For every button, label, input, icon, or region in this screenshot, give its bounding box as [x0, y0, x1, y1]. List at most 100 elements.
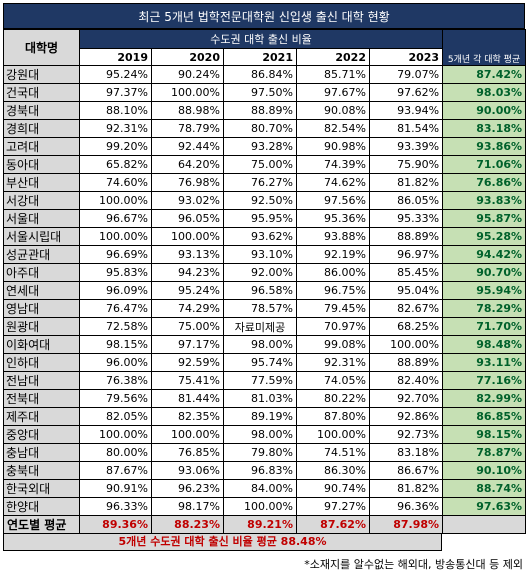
year-value: 95.24%	[151, 281, 224, 300]
university-average: 90.10%	[442, 461, 527, 480]
year-value: 96.33%	[79, 497, 152, 516]
university-name: 인하대	[3, 353, 80, 372]
year-value: 74.60%	[79, 173, 152, 192]
year-value: 81.54%	[368, 119, 444, 138]
year-value: 74.05%	[296, 371, 370, 390]
university-name: 제주대	[3, 407, 80, 426]
year-value: 96.75%	[296, 281, 370, 300]
year-value: 96.58%	[223, 281, 297, 300]
year-value: 76.98%	[151, 173, 224, 192]
year-value: 92.19%	[296, 245, 370, 264]
year-value: 79.80%	[223, 443, 297, 462]
university-average: 90.00%	[442, 101, 527, 120]
table-row: 한국외대 90.91% 96.23% 84.00% 90.74% 81.82% 88.74%	[3, 479, 527, 498]
table-row: 부산대 74.60% 76.98% 76.27% 74.62% 81.82% 76.86%	[3, 173, 527, 192]
university-name: 건국대	[3, 83, 80, 102]
table-body: 강원대 95.24% 90.24% 86.84% 85.71% 79.07% 87.42% 건…	[3, 65, 527, 516]
year-value: 65.82%	[79, 155, 152, 174]
university-average: 98.48%	[442, 335, 527, 354]
university-average: 93.86%	[442, 137, 527, 156]
year-value: 96.83%	[223, 461, 297, 480]
year-value: 96.05%	[151, 209, 224, 228]
year-value: 100.00%	[151, 83, 224, 102]
university-name: 고려대	[3, 137, 80, 156]
university-average: 94.42%	[442, 245, 527, 264]
year-value: 98.00%	[223, 335, 297, 354]
year-value: 90.24%	[151, 65, 224, 84]
year-value: 85.71%	[296, 65, 370, 84]
year-value: 90.74%	[296, 479, 370, 498]
year-value: 92.86%	[368, 407, 444, 426]
year-value: 92.44%	[151, 137, 224, 156]
year-value: 87.67%	[79, 461, 152, 480]
university-average: 98.15%	[442, 425, 527, 444]
university-name: 동아대	[3, 155, 80, 174]
year-value: 83.18%	[368, 443, 444, 462]
year-value: 95.33%	[368, 209, 444, 228]
year-value: 74.29%	[151, 299, 224, 318]
footer-value: 87.98%	[368, 515, 444, 534]
year-value: 81.82%	[368, 479, 444, 498]
year-value: 97.37%	[79, 83, 152, 102]
header-university: 대학명	[3, 29, 80, 66]
header-group: 수도권 대학 출신 비율	[78, 29, 444, 49]
year-value: 76.47%	[79, 299, 152, 318]
year-value: 99.08%	[296, 335, 370, 354]
year-value: 90.91%	[79, 479, 152, 498]
year-value: 80.00%	[79, 443, 152, 462]
table-row: 고려대 99.20% 92.44% 93.28% 90.98% 93.39% 93.86%	[3, 137, 527, 156]
header-year: 2020	[151, 48, 224, 66]
year-value: 93.28%	[223, 137, 297, 156]
university-average: 98.03%	[442, 83, 527, 102]
year-value: 81.03%	[223, 389, 297, 408]
university-average: 83.18%	[442, 119, 527, 138]
year-value: 88.98%	[151, 101, 224, 120]
year-value: 68.25%	[368, 317, 444, 336]
year-value: 96.36%	[368, 497, 444, 516]
table-row: 이화여대 98.15% 97.17% 98.00% 99.08% 100.00% 98.48…	[3, 335, 527, 354]
university-name: 영남대	[3, 299, 80, 318]
footnote: *소재지를 알수없는 해외대, 방송통신대 등 제외	[304, 558, 523, 571]
year-value: 93.06%	[151, 461, 224, 480]
footer-value: 89.36%	[79, 515, 152, 534]
table-row: 아주대 95.83% 94.23% 92.00% 86.00% 85.45% 90.70%	[3, 263, 527, 282]
year-value: 93.13%	[151, 245, 224, 264]
year-value: 99.20%	[79, 137, 152, 156]
table-title: 최근 5개년 법학전문대학원 신입생 출신 대학 현황	[3, 3, 525, 29]
table-row: 전북대 79.56% 81.44% 81.03% 80.22% 92.70% 82.99%	[3, 389, 527, 408]
university-name: 전북대	[3, 389, 80, 408]
overall-average: 5개년 수도권 대학 출신 비율 평균 88.48%	[3, 534, 442, 551]
year-value: 74.62%	[296, 173, 370, 192]
university-average: 78.29%	[442, 299, 527, 318]
footer-blank	[442, 515, 527, 534]
year-value: 82.40%	[368, 371, 444, 390]
university-average: 90.70%	[442, 263, 527, 282]
year-value: 86.84%	[223, 65, 297, 84]
year-value: 98.17%	[151, 497, 224, 516]
table-row: 건국대 97.37% 100.00% 97.50% 97.67% 97.62% 98.03%	[3, 83, 527, 102]
year-value: 95.36%	[296, 209, 370, 228]
table-row: 서울시립대 100.00% 100.00% 93.62% 93.88% 88.89% 95.…	[3, 227, 527, 246]
year-value: 76.27%	[223, 173, 297, 192]
university-average: 78.87%	[442, 443, 527, 462]
year-value: 96.00%	[79, 353, 152, 372]
footer-value: 88.23%	[151, 515, 224, 534]
university-name: 경희대	[3, 119, 80, 138]
year-value: 82.35%	[151, 407, 224, 426]
year-value: 88.10%	[79, 101, 152, 120]
university-name: 한국외대	[3, 479, 80, 498]
year-value: 78.79%	[151, 119, 224, 138]
header-year: 2023	[368, 48, 444, 66]
table-row: 경희대 92.31% 78.79% 80.70% 82.54% 81.54% 83.18%	[3, 119, 527, 138]
table-row: 중앙대 100.00% 100.00% 98.00% 100.00% 92.73% 98.1…	[3, 425, 527, 444]
year-value: 97.62%	[368, 83, 444, 102]
year-value: 79.56%	[79, 389, 152, 408]
year-value: 100.00%	[223, 497, 297, 516]
year-value: 87.80%	[296, 407, 370, 426]
table-row: 전남대 76.38% 75.41% 77.59% 74.05% 82.40% 77.16%	[3, 371, 527, 390]
data-sheet: 최근 5개년 법학전문대학원 신입생 출신 대학 현황 대학명 수도권 대학 출…	[3, 3, 527, 572]
university-average: 71.06%	[442, 155, 527, 174]
year-value: 64.20%	[151, 155, 224, 174]
university-average: 93.83%	[442, 191, 527, 210]
year-value: 93.88%	[296, 227, 370, 246]
